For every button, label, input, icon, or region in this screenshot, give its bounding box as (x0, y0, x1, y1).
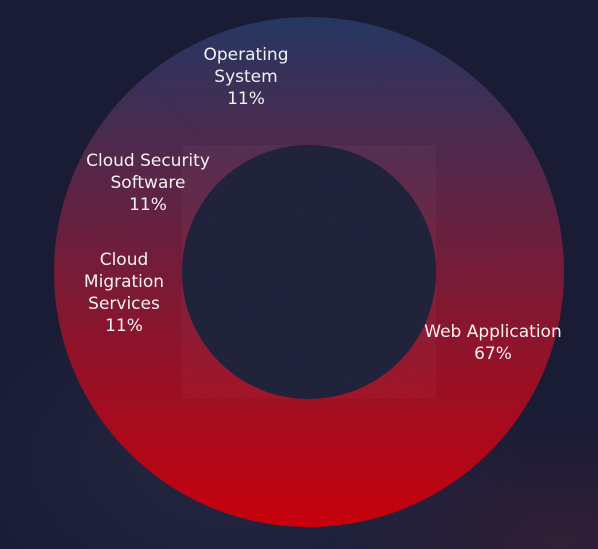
slice-category-label: Services (88, 294, 160, 314)
slice-labels: Web Application 67% Cloud Migration Services… (84, 45, 562, 364)
slice-label-web-application: Web Application 67% (424, 322, 561, 364)
slice-value-label: 11% (129, 195, 167, 215)
donut-slices (53, 17, 564, 527)
slice-category-label: Cloud Security (86, 151, 210, 171)
slice-category-label: Cloud (100, 250, 149, 270)
slice-cloud-migration-services (53, 224, 198, 395)
slice-value-label: 11% (105, 316, 143, 336)
slice-label-cloud-migration-services: Cloud Migration Services 11% (84, 250, 164, 336)
slice-category-label: System (214, 67, 277, 87)
slice-category-label: Web Application (424, 322, 561, 342)
slice-cloud-security-software (58, 75, 229, 249)
slice-category-label: Migration (84, 272, 164, 292)
slice-label-cloud-security-software: Cloud Security Software 11% (86, 151, 210, 215)
slice-category-label: Operating (204, 45, 289, 65)
slice-category-label: Software (111, 173, 186, 193)
slice-web-application (85, 17, 564, 527)
slice-value-label: 67% (474, 344, 512, 364)
slice-label-operating-system: Operating System 11% (204, 45, 289, 109)
slice-operating-system (146, 17, 309, 175)
donut-hole-texture (182, 145, 436, 399)
slice-value-label: 11% (227, 89, 265, 109)
